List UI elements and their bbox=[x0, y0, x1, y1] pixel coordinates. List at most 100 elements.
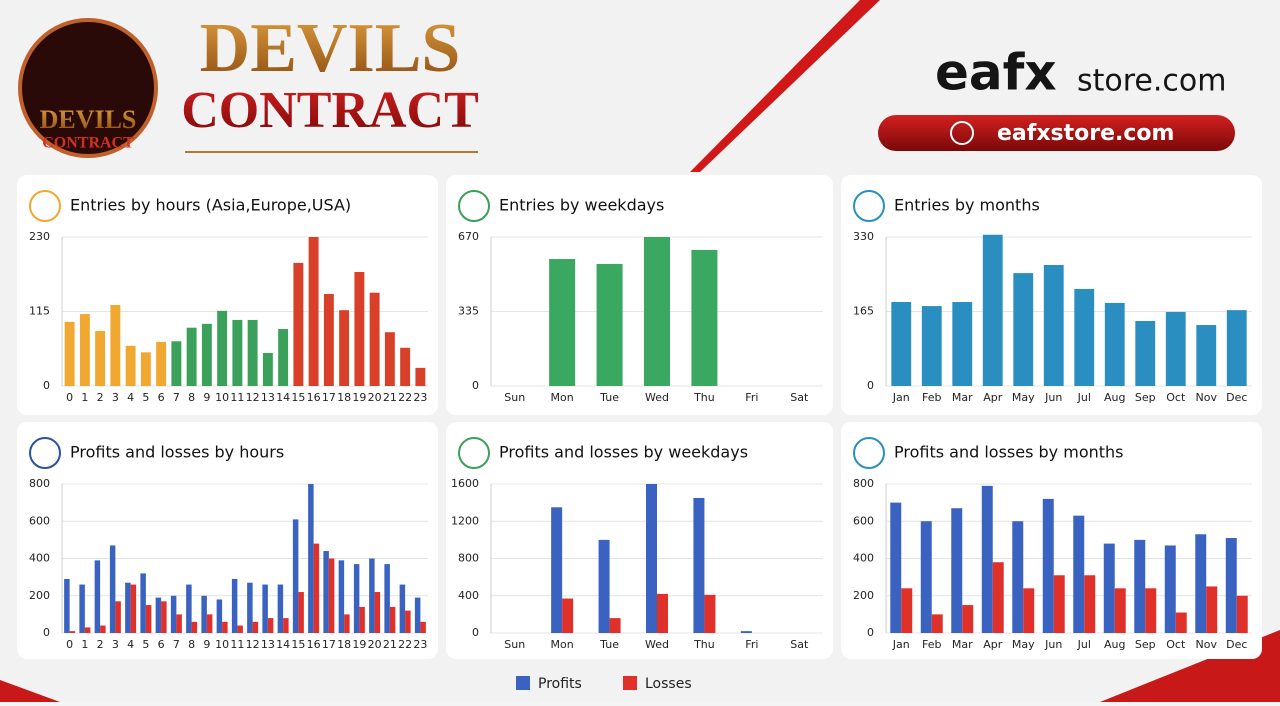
bar bbox=[693, 497, 705, 633]
x-tick-label: Fri bbox=[745, 638, 758, 651]
bar bbox=[201, 323, 212, 386]
bar bbox=[292, 519, 299, 633]
y-tick-label: 0 bbox=[472, 379, 479, 392]
y-tick-label: 800 bbox=[853, 477, 874, 490]
bar bbox=[891, 302, 912, 386]
bar bbox=[155, 597, 162, 633]
x-tick-label: 8 bbox=[188, 391, 195, 404]
x-tick-label: 18 bbox=[337, 391, 351, 404]
x-tick-label: 13 bbox=[261, 638, 275, 651]
panel-title: Entries by months bbox=[894, 196, 1040, 215]
emblem-line2: CONTRACT bbox=[42, 135, 134, 152]
x-tick-label: 18 bbox=[337, 638, 351, 651]
x-tick-label: May bbox=[1012, 638, 1035, 651]
y-tick-label: 165 bbox=[853, 305, 874, 318]
panel-title: Entries by weekdays bbox=[499, 196, 664, 215]
x-tick-label: Tue bbox=[599, 638, 619, 651]
bar bbox=[596, 263, 623, 386]
bar bbox=[247, 319, 258, 386]
x-tick-label: Jun bbox=[1044, 391, 1062, 404]
bar bbox=[100, 625, 106, 633]
bar bbox=[252, 621, 259, 633]
x-tick-label: 16 bbox=[307, 391, 321, 404]
x-tick-label: 19 bbox=[352, 638, 366, 651]
globe-icon bbox=[950, 121, 974, 145]
x-tick-label: 15 bbox=[291, 391, 305, 404]
bar bbox=[222, 621, 228, 633]
bar bbox=[549, 259, 576, 386]
bar bbox=[1114, 588, 1126, 633]
x-tick-label: 19 bbox=[352, 391, 366, 404]
store-url[interactable]: eafxstore.com bbox=[997, 121, 1174, 146]
panel-title: Profits and losses by weekdays bbox=[499, 443, 748, 462]
x-tick-label: Sun bbox=[504, 638, 525, 651]
bar bbox=[115, 601, 121, 633]
swoosh-left bbox=[0, 680, 60, 702]
y-tick-label: 800 bbox=[29, 477, 50, 490]
bar bbox=[740, 631, 752, 633]
bar bbox=[353, 564, 360, 633]
bar bbox=[64, 321, 75, 386]
x-tick-label: 22 bbox=[398, 638, 412, 651]
bar bbox=[109, 545, 116, 633]
y-tick-label: 200 bbox=[29, 589, 50, 602]
bar bbox=[691, 249, 718, 386]
x-tick-label: 3 bbox=[112, 391, 119, 404]
bar bbox=[344, 614, 350, 633]
panel-icon bbox=[458, 437, 490, 469]
bar bbox=[1165, 311, 1186, 386]
store-logo-main: eafx bbox=[935, 44, 1057, 102]
bar bbox=[1145, 588, 1157, 633]
legend-label: Profits bbox=[538, 676, 582, 692]
y-tick-label: 0 bbox=[867, 379, 874, 392]
x-tick-label: Mon bbox=[551, 638, 574, 651]
bar bbox=[262, 584, 268, 633]
bar bbox=[231, 578, 238, 633]
bar bbox=[313, 543, 320, 633]
bar bbox=[1042, 498, 1054, 633]
x-tick-label: May bbox=[1012, 391, 1035, 404]
x-tick-label: 14 bbox=[276, 638, 290, 651]
panel-icon bbox=[29, 190, 61, 222]
bar bbox=[405, 610, 411, 633]
y-tick-label: 0 bbox=[867, 626, 874, 639]
y-tick-label: 670 bbox=[458, 230, 479, 243]
bar bbox=[920, 521, 932, 633]
x-tick-label: Sat bbox=[790, 638, 809, 651]
bar bbox=[374, 592, 381, 633]
bar bbox=[186, 584, 192, 633]
bar bbox=[176, 614, 182, 633]
bar bbox=[704, 594, 716, 633]
y-tick-label: 800 bbox=[458, 552, 479, 565]
x-tick-label: Aug bbox=[1104, 638, 1125, 651]
bar bbox=[562, 598, 574, 633]
swoosh bbox=[690, 0, 880, 172]
bar bbox=[1043, 264, 1064, 386]
panel-title: Profits and losses by hours bbox=[70, 443, 284, 462]
x-tick-label: Sat bbox=[790, 391, 809, 404]
y-tick-label: 0 bbox=[43, 626, 50, 639]
x-tick-label: 16 bbox=[307, 638, 321, 651]
bar bbox=[359, 606, 365, 633]
x-tick-label: Thu bbox=[693, 638, 715, 651]
x-tick-label: Dec bbox=[1226, 638, 1247, 651]
bar bbox=[992, 562, 1004, 633]
bar bbox=[140, 352, 151, 386]
x-tick-label: 14 bbox=[276, 391, 290, 404]
y-tick-label: 400 bbox=[458, 589, 479, 602]
bar bbox=[1084, 575, 1096, 633]
x-tick-label: Nov bbox=[1196, 638, 1218, 651]
x-tick-label: 4 bbox=[127, 391, 134, 404]
x-tick-label: 15 bbox=[291, 638, 305, 651]
x-tick-label: Oct bbox=[1166, 638, 1186, 651]
x-tick-label: Oct bbox=[1166, 391, 1186, 404]
bar bbox=[186, 327, 197, 386]
x-tick-label: 12 bbox=[246, 638, 260, 651]
bar bbox=[267, 618, 274, 633]
x-tick-label: 3 bbox=[112, 638, 119, 651]
x-tick-label: 23 bbox=[413, 638, 427, 651]
brand-title-1: DEVILS bbox=[200, 10, 461, 87]
x-tick-label: 9 bbox=[203, 638, 210, 651]
